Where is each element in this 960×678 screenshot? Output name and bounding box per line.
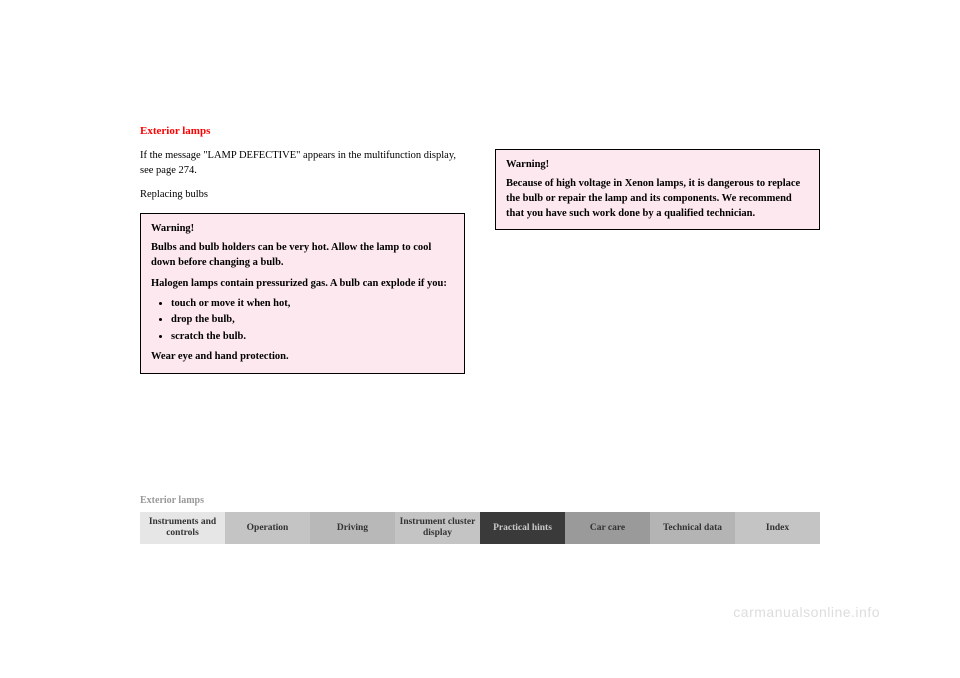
tab-technical-data[interactable]: Technical data [650,512,735,544]
warning-list-item: touch or move it when hot, [171,297,454,311]
warning-text: Bulbs and bulb holders can be very hot. … [151,241,454,270]
two-column-layout: If the message "LAMP DEFECTIVE" appears … [140,149,820,374]
tab-instrument-cluster-display[interactable]: Instrument cluster display [395,512,480,544]
tab-practical-hints[interactable]: Practical hints [480,512,565,544]
left-column: If the message "LAMP DEFECTIVE" appears … [140,149,465,374]
warning-list-item: drop the bulb, [171,313,454,327]
tab-instruments-controls[interactable]: Instruments and controls [140,512,225,544]
tab-index[interactable]: Index [735,512,820,544]
tab-car-care[interactable]: Car care [565,512,650,544]
warning-heading: Warning! [151,222,454,236]
warning-box-xenon: Warning! Because of high voltage in Xeno… [495,149,820,230]
page-footer: Exterior lamps Instruments and controls … [140,495,820,544]
right-column: Warning! Because of high voltage in Xeno… [495,149,820,374]
warning-heading: Warning! [506,158,809,172]
warning-list-item: scratch the bulb. [171,330,454,344]
nav-tabs: Instruments and controls Operation Drivi… [140,512,820,544]
warning-text: Because of high voltage in Xenon lamps, … [506,177,809,221]
warning-list: touch or move it when hot, drop the bulb… [151,297,454,344]
tab-driving[interactable]: Driving [310,512,395,544]
tab-operation[interactable]: Operation [225,512,310,544]
warning-text: Halogen lamps contain pressurized gas. A… [151,277,454,292]
page-content: Exterior lamps If the message "LAMP DEFE… [140,125,820,498]
section-title: Exterior lamps [140,125,820,137]
subsection-title: Replacing bulbs [140,188,465,203]
intro-text: If the message "LAMP DEFECTIVE" appears … [140,149,465,178]
watermark: carmanualsonline.info [733,604,880,620]
warning-text: Wear eye and hand protection. [151,350,454,365]
warning-box-bulbs: Warning! Bulbs and bulb holders can be v… [140,213,465,373]
breadcrumb: Exterior lamps [140,495,820,506]
